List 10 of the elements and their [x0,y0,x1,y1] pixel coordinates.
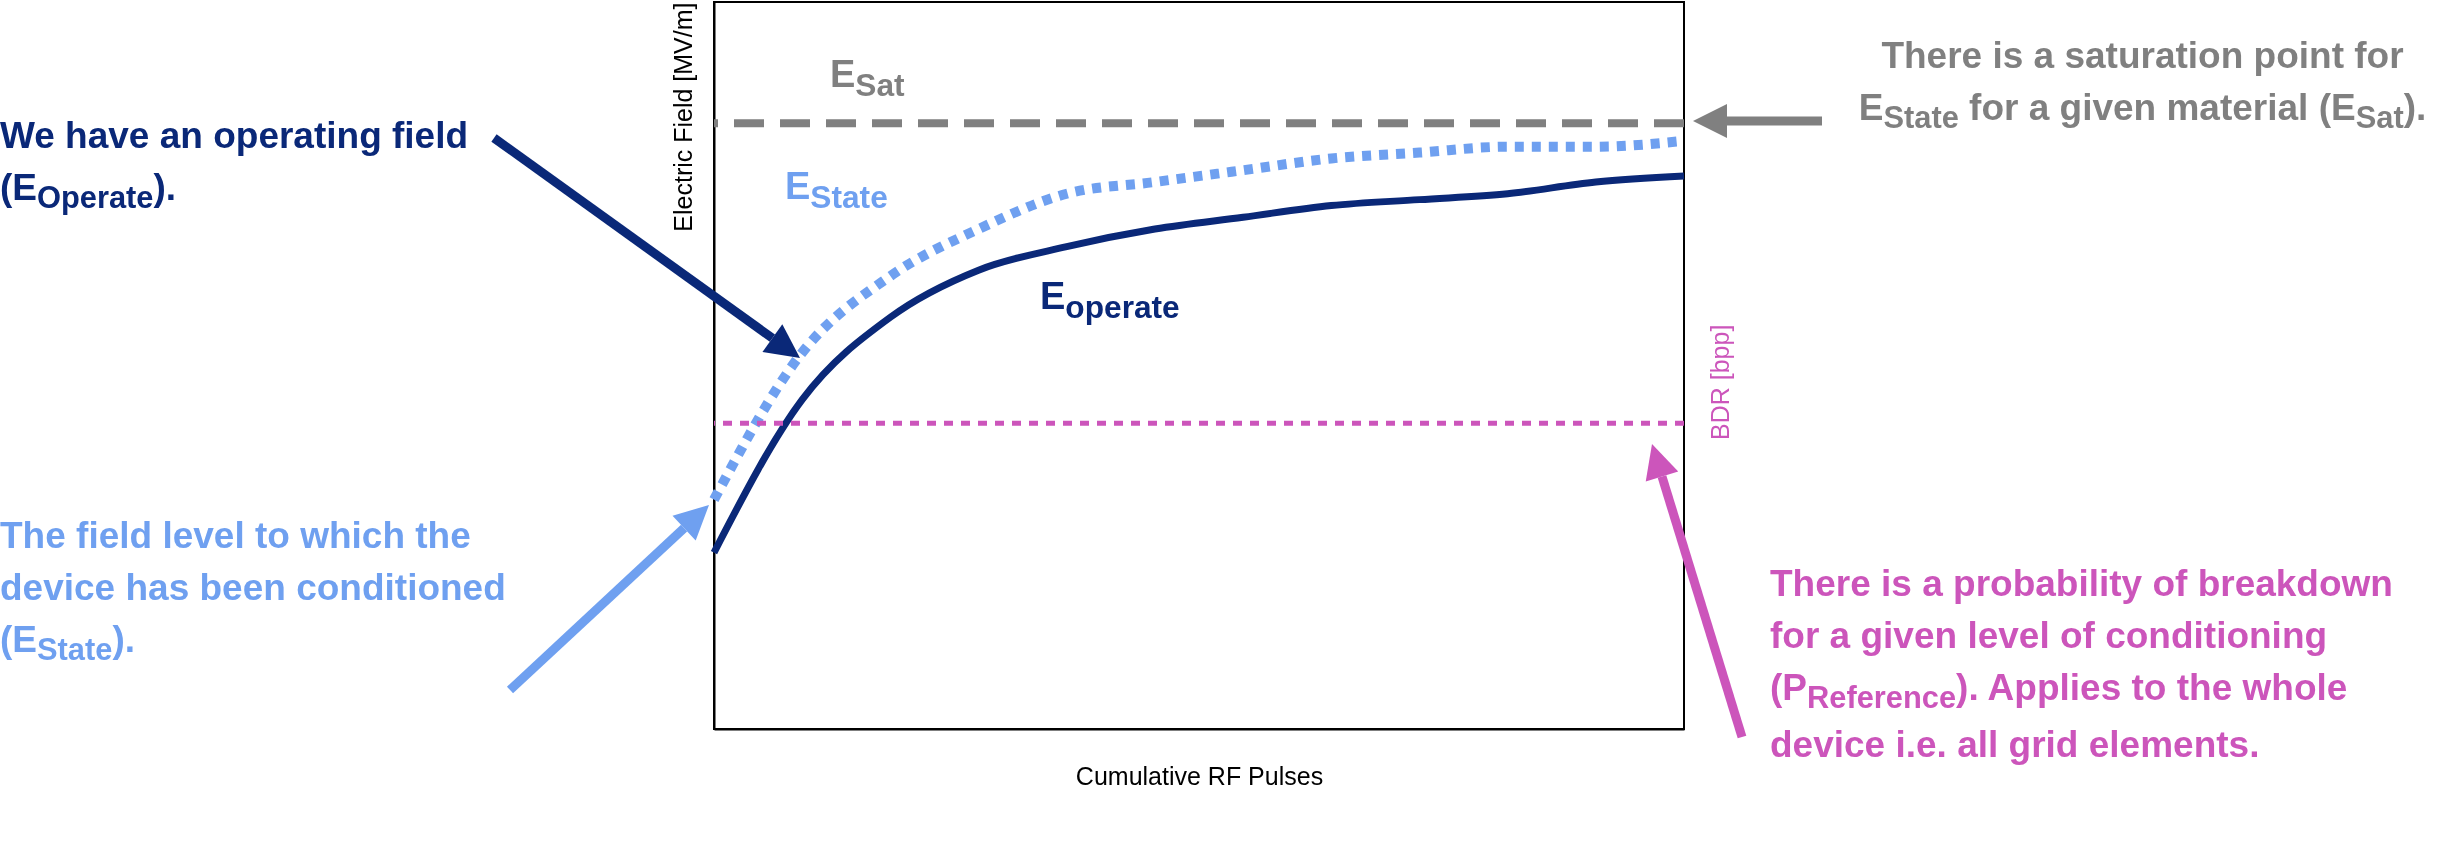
series-label: E$_{operate}$ [1040,275,1180,326]
series-label: E$_{State}$ [785,165,888,216]
y2-axis-title: BDR [bpp] [1706,324,1735,440]
text: The field level to which the device has been conditioned (E$_{State}$). [0,514,507,669]
text: There is a probability of breakdown for a given level of conditioning (P$_{Reference}$). Applies to the whole device i.e. all grid elements. [1770,562,2394,768]
text: There is a saturation point for E$_{State}$ for a given material (E$_{Sat}$). [1857,34,2428,138]
ref-line-label: E$_{Sat}$ [830,53,905,104]
y-axis-title: Electric Field [MV/m] [668,2,697,232]
text: We have an operating field (E$_{Operate}$). [0,114,470,218]
x-axis-title: Cumulative RF Pulses [1075,761,1324,790]
